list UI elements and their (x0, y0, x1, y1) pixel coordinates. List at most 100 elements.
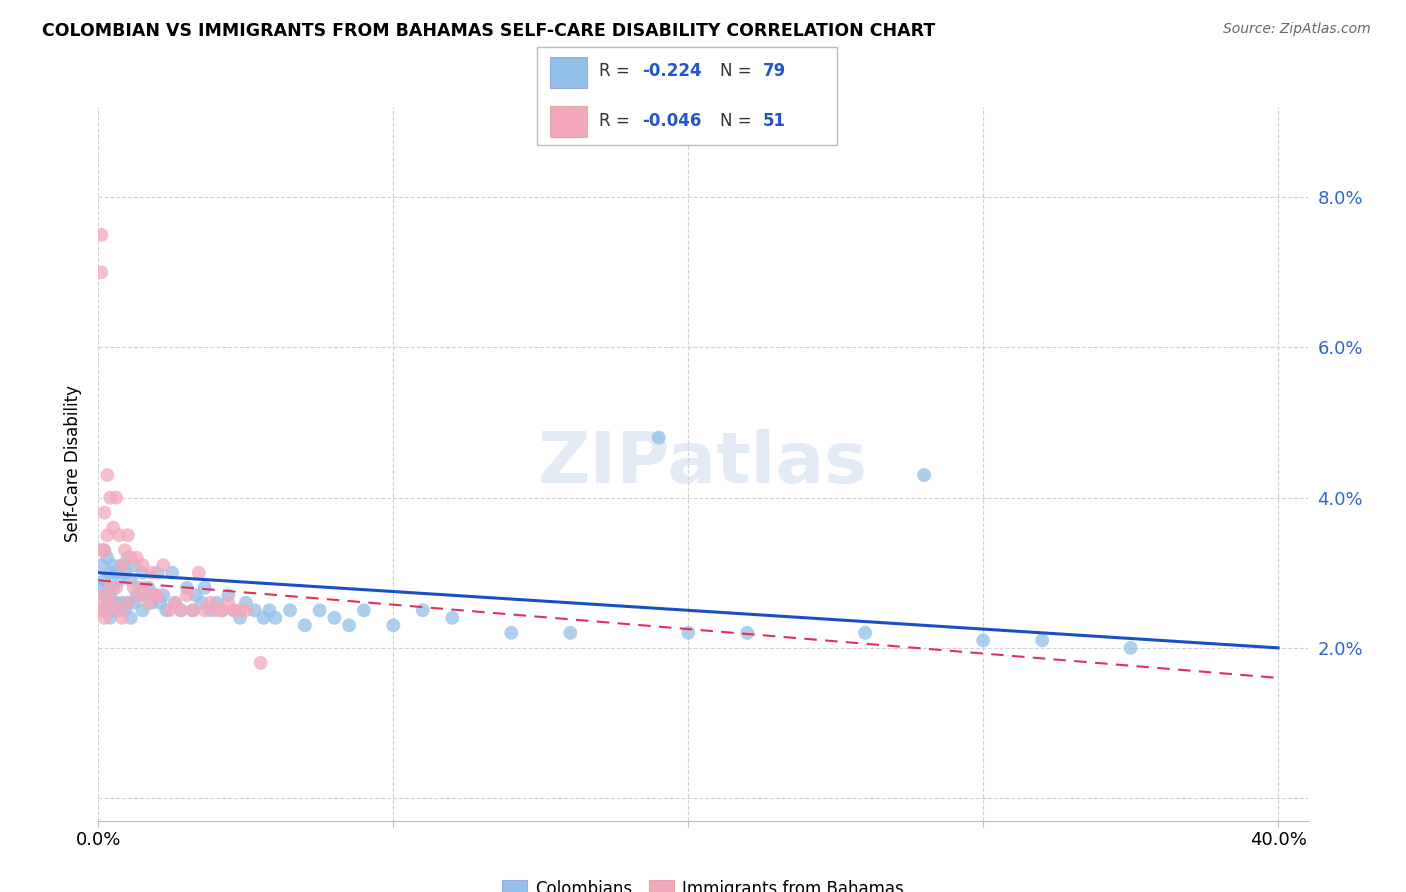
Text: 79: 79 (763, 62, 786, 80)
Point (128, 581, 150, 595)
Point (93, 588, 115, 602)
Point (152, 558, 174, 573)
Point (131, 603, 153, 617)
Point (194, 603, 217, 617)
Point (243, 603, 266, 617)
Legend: Colombians, Immigrants from Bahamas: Colombians, Immigrants from Bahamas (495, 873, 911, 892)
Text: COLOMBIAN VS IMMIGRANTS FROM BAHAMAS SELF-CARE DISABILITY CORRELATION CHART: COLOMBIAN VS IMMIGRANTS FROM BAHAMAS SEL… (42, 22, 935, 40)
Point (264, 611, 287, 625)
Point (122, 558, 145, 573)
Point (90, 603, 112, 617)
Point (412, 603, 434, 617)
Point (105, 581, 128, 595)
Point (111, 558, 134, 573)
Point (98, 611, 121, 625)
Point (294, 618, 316, 632)
Point (678, 625, 700, 640)
Point (138, 581, 160, 595)
Point (117, 528, 139, 542)
Point (105, 566, 128, 580)
Point (131, 558, 153, 573)
Point (90, 543, 112, 558)
Point (93, 543, 115, 558)
Point (217, 588, 239, 602)
Text: -0.224: -0.224 (643, 62, 702, 80)
Point (184, 588, 207, 602)
Point (114, 566, 136, 580)
Point (111, 558, 134, 573)
Point (190, 596, 212, 610)
Point (138, 596, 160, 610)
Point (157, 603, 180, 617)
Point (648, 431, 671, 445)
Text: -0.046: -0.046 (643, 112, 702, 129)
Point (337, 618, 360, 632)
Point (501, 625, 523, 640)
Point (96, 550, 118, 565)
Point (128, 588, 150, 602)
Point (101, 581, 124, 595)
Point (90, 558, 112, 573)
Point (101, 603, 124, 617)
Point (90, 581, 112, 595)
Point (108, 603, 131, 617)
Point (135, 588, 157, 602)
Point (152, 588, 174, 602)
Point (120, 550, 142, 565)
Point (170, 603, 193, 617)
Point (205, 603, 228, 617)
Point (235, 596, 257, 610)
Point (117, 596, 139, 610)
Point (912, 468, 935, 483)
Point (98, 491, 121, 505)
Point (93, 543, 115, 558)
Point (165, 596, 187, 610)
Point (98, 581, 121, 595)
Point (93, 611, 115, 625)
Point (105, 491, 128, 505)
Point (101, 558, 124, 573)
Point (249, 656, 271, 670)
Point (205, 596, 228, 610)
Text: R =: R = (599, 112, 636, 129)
Point (229, 611, 252, 625)
Text: 51: 51 (763, 112, 786, 129)
Text: ZIPatlas: ZIPatlas (538, 429, 868, 499)
Point (105, 596, 128, 610)
Point (101, 596, 124, 610)
Point (149, 596, 172, 610)
Point (96, 468, 118, 483)
Text: N =: N = (720, 112, 756, 129)
Text: N =: N = (720, 62, 756, 80)
Point (176, 588, 198, 602)
Point (108, 528, 131, 542)
Point (90, 596, 112, 610)
Point (222, 603, 245, 617)
Point (187, 566, 209, 580)
Point (141, 596, 163, 610)
Text: R =: R = (599, 62, 636, 80)
Point (93, 603, 115, 617)
Point (120, 611, 142, 625)
Point (200, 596, 222, 610)
Point (114, 543, 136, 558)
FancyBboxPatch shape (537, 46, 838, 145)
Point (101, 521, 124, 535)
Point (278, 603, 301, 617)
Point (125, 588, 148, 602)
Point (120, 574, 142, 588)
Point (96, 596, 118, 610)
Point (181, 603, 204, 617)
FancyBboxPatch shape (550, 57, 586, 87)
Point (90, 265, 112, 279)
Point (176, 581, 198, 595)
Point (98, 588, 121, 602)
Point (382, 618, 405, 632)
Point (160, 566, 183, 580)
Text: Source: ZipAtlas.com: Source: ZipAtlas.com (1223, 22, 1371, 37)
Point (93, 506, 115, 520)
Point (93, 574, 115, 588)
Point (259, 603, 281, 617)
Point (1031, 633, 1053, 648)
Point (143, 588, 166, 602)
